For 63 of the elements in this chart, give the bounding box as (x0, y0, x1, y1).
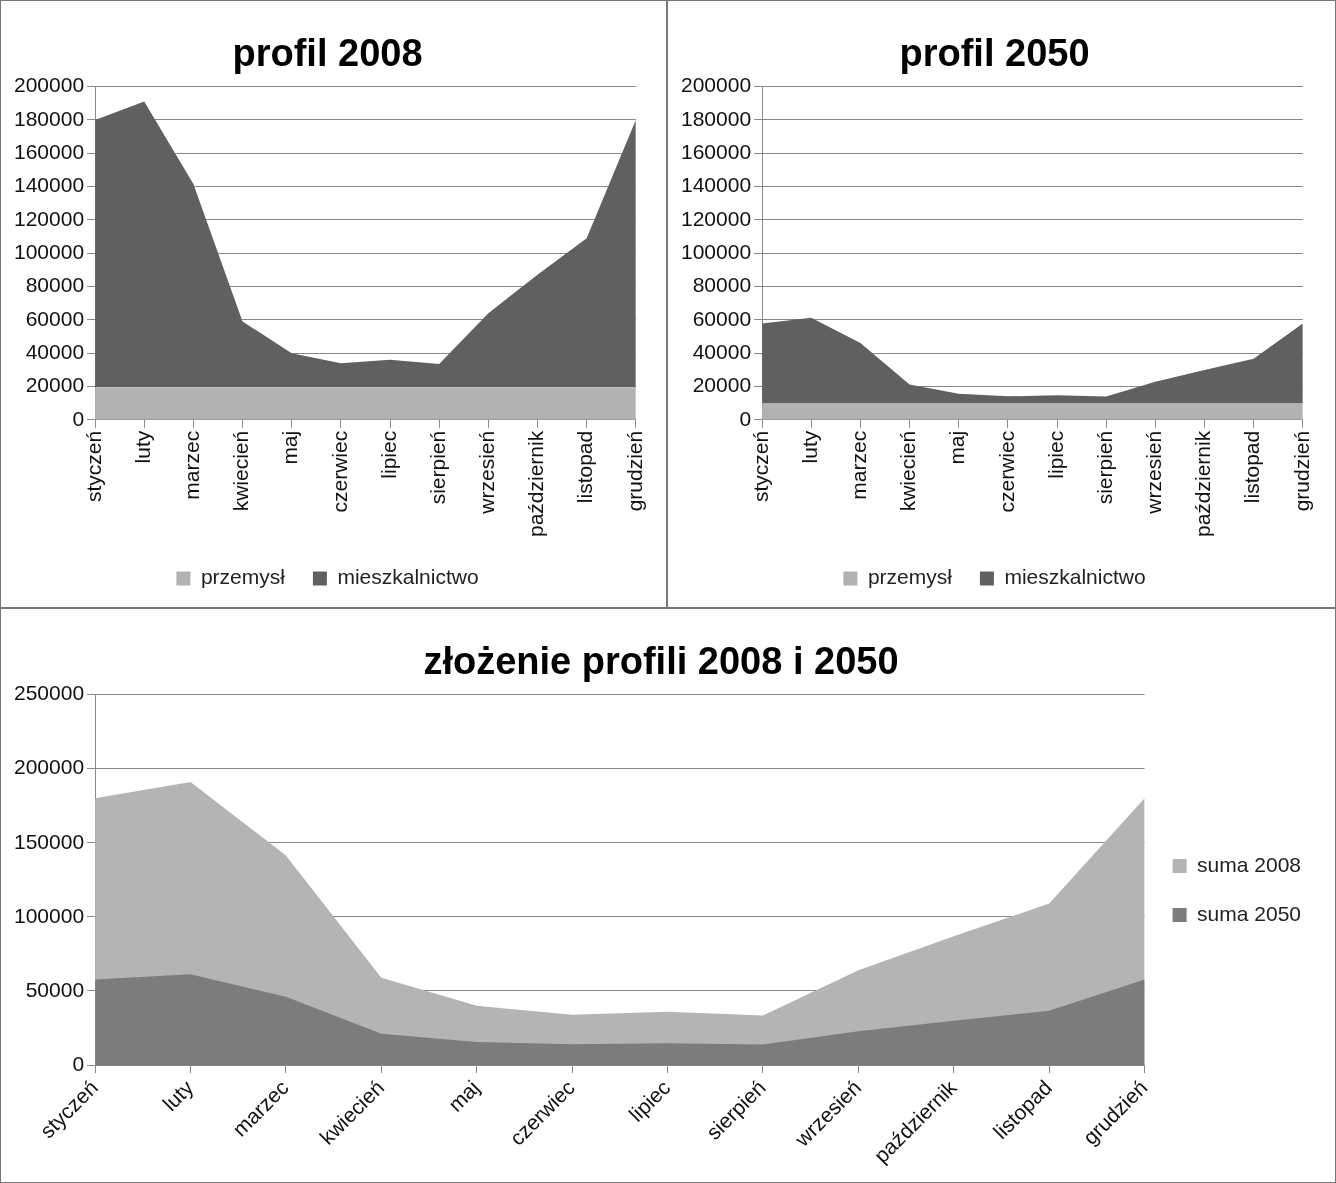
x-tick-label: maj (945, 430, 969, 465)
y-tick-label: 100000 (681, 239, 752, 263)
x-tick-label: styczeń (748, 430, 772, 502)
y-tick-label: 200000 (14, 755, 85, 779)
x-tick-label: październik (1191, 430, 1215, 538)
x-tick-label: listopad (573, 430, 597, 504)
x-tick-label: lipiec (1043, 430, 1067, 479)
x-tick-label: maj (443, 1075, 484, 1116)
x-tick-label: wrzesień (1142, 430, 1166, 515)
y-tick-label: 180000 (14, 106, 85, 130)
chart-title: profil 2008 (232, 32, 423, 75)
y-tick-label: 40000 (25, 339, 85, 363)
x-tick-label: wrzesień (475, 430, 499, 515)
x-tick-label: czerwiec (327, 430, 351, 513)
y-tick-label: 20000 (692, 373, 752, 397)
y-tick-label: 80000 (692, 273, 752, 297)
y-tick-label: 180000 (681, 106, 752, 130)
x-tick-label: luty (158, 1075, 198, 1116)
x-tick-label: lipiec (376, 430, 400, 479)
x-tick-label: marzec (180, 430, 204, 500)
y-tick-label: 120000 (14, 206, 85, 230)
x-tick-label: grudzień (622, 430, 646, 512)
x-tick-label: czerwiec (994, 430, 1018, 513)
chart-title: profil 2050 (899, 32, 1090, 75)
legend-label: przemysł (200, 565, 286, 589)
y-tick-label: 200000 (681, 73, 752, 97)
x-tick-label: maj (278, 430, 302, 465)
x-tick-label: luty (131, 430, 155, 464)
y-tick-label: 150000 (14, 829, 85, 853)
y-tick-label: 80000 (25, 273, 85, 297)
y-tick-label: 0 (72, 406, 85, 430)
x-tick-label: kwiecień (896, 430, 920, 512)
x-tick-label: październik (524, 430, 548, 538)
y-tick-label: 60000 (692, 306, 752, 330)
legend-label: przemysł (867, 565, 953, 589)
x-tick-label: grudzień (1289, 430, 1313, 512)
y-tick-label: 160000 (681, 140, 752, 164)
y-tick-label: 250000 (14, 681, 85, 705)
y-tick-label: 20000 (25, 373, 85, 397)
y-tick-label: 0 (739, 406, 752, 430)
y-tick-label: 50000 (25, 977, 85, 1001)
legend-label: suma 2050 (1197, 901, 1301, 925)
legend-label: suma 2008 (1197, 852, 1301, 876)
y-tick-label: 140000 (681, 173, 752, 197)
y-tick-label: 200000 (14, 73, 85, 97)
y-tick-label: 100000 (14, 239, 85, 263)
x-tick-label: kwiecień (229, 430, 253, 512)
chart-title: złożenie profili 2008 i 2050 (423, 640, 899, 683)
x-tick-label: sierpień (425, 430, 449, 505)
y-tick-label: 100000 (14, 903, 85, 927)
x-tick-label: luty (798, 430, 822, 464)
x-tick-label: marzec (847, 430, 871, 500)
x-tick-label: sierpień (1092, 430, 1116, 505)
x-tick-label: listopad (1240, 430, 1264, 504)
y-tick-label: 60000 (25, 306, 85, 330)
y-tick-label: 40000 (692, 339, 752, 363)
y-tick-label: 160000 (14, 140, 85, 164)
y-tick-label: 140000 (14, 173, 85, 197)
y-tick-label: 120000 (681, 206, 752, 230)
legend-label: mieszkalnictwo (1004, 565, 1146, 589)
y-tick-label: 0 (72, 1051, 85, 1075)
x-tick-label: styczeń (81, 430, 105, 502)
legend-label: mieszkalnictwo (337, 565, 479, 589)
